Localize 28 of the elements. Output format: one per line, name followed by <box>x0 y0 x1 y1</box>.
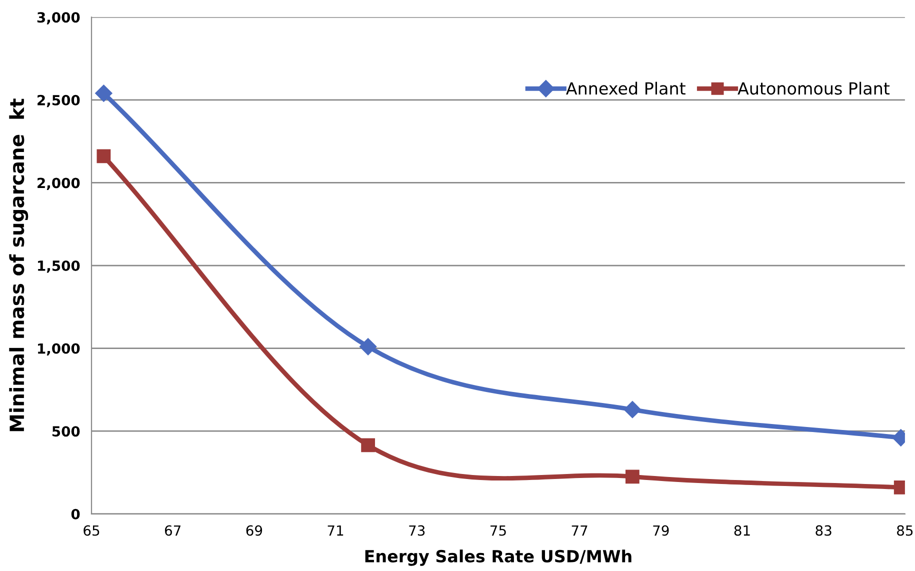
y-axis-title: Minimal mass of sugarcane kt <box>9 98 28 432</box>
legend-label: Annexed Plant <box>566 82 686 95</box>
y-tick-label: 3,000 <box>37 12 80 24</box>
point <box>360 338 377 356</box>
y-tick-label: 500 <box>52 426 80 437</box>
x-tick-label: 75 <box>490 525 506 536</box>
x-tick-label: 83 <box>816 525 832 536</box>
y-tick-label: 0 <box>71 508 80 520</box>
x-tick-label: 69 <box>246 525 262 536</box>
y-tick-label: 1,000 <box>38 343 80 356</box>
x-tick-label: 85 <box>897 525 913 536</box>
x-tick-label: 65 <box>84 525 100 536</box>
x-tick-label: 79 <box>653 525 669 536</box>
y-tick-label: 2,000 <box>38 178 80 190</box>
x-tick-label: 77 <box>572 525 588 536</box>
legend-label: Autonomous Plant <box>738 82 890 95</box>
point <box>624 401 641 418</box>
x-tick-label: 71 <box>328 525 344 536</box>
point <box>361 438 376 452</box>
x-tick-label: 67 <box>164 525 180 536</box>
x-tick-label: 81 <box>734 525 750 536</box>
x-tick-label: 73 <box>409 525 425 536</box>
point <box>625 470 640 484</box>
y-tick-label: 2,500 <box>38 94 80 108</box>
y-tick-label: 1,500 <box>38 260 80 273</box>
point <box>95 84 112 102</box>
point <box>96 149 111 164</box>
x-axis-title: Energy Sales Rate USD/MWh <box>365 550 632 566</box>
